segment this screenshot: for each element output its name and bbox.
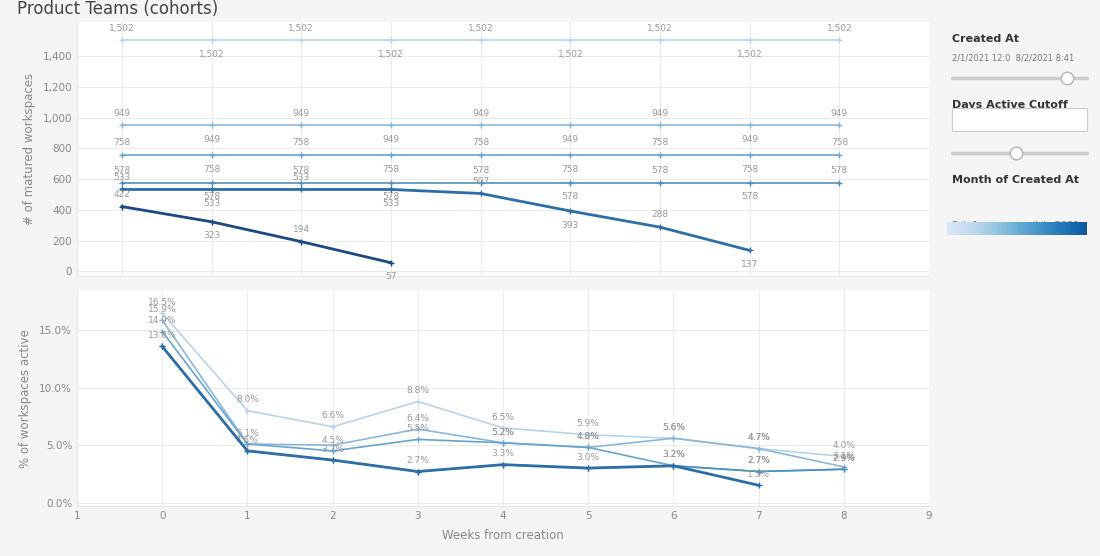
Text: Created At: Created At xyxy=(952,34,1019,44)
Text: 5.5%: 5.5% xyxy=(406,424,429,433)
Text: 4.5%: 4.5% xyxy=(321,435,344,445)
Text: 3.2%: 3.2% xyxy=(662,450,685,459)
Text: Days Active Cutoff: Days Active Cutoff xyxy=(952,100,1067,110)
Text: 2/1/2021 12:0  8/2/2021 8:41: 2/1/2021 12:0 8/2/2021 8:41 xyxy=(952,54,1074,63)
Text: 533: 533 xyxy=(202,199,220,208)
X-axis label: Weeks from creation: Weeks from creation xyxy=(442,529,564,542)
Text: 5.2%: 5.2% xyxy=(492,428,515,436)
Text: 5.6%: 5.6% xyxy=(662,423,685,432)
Text: 2.7%: 2.7% xyxy=(747,456,770,465)
Text: 2.7%: 2.7% xyxy=(747,456,770,465)
Text: 758: 758 xyxy=(741,165,758,173)
Text: 4.7%: 4.7% xyxy=(747,433,770,442)
Text: 578: 578 xyxy=(202,192,220,201)
Text: 578: 578 xyxy=(383,192,399,201)
Text: 1,502: 1,502 xyxy=(288,24,313,33)
Text: 758: 758 xyxy=(830,138,848,147)
Text: Product Teams (cohorts): Product Teams (cohorts) xyxy=(18,0,219,18)
Text: 949: 949 xyxy=(383,135,399,144)
Text: 2.7%: 2.7% xyxy=(406,456,429,465)
Text: 4.7%: 4.7% xyxy=(747,433,770,442)
Text: Month of Created At: Month of Created At xyxy=(952,175,1079,185)
Text: 507: 507 xyxy=(472,177,490,186)
Text: 578: 578 xyxy=(562,192,579,201)
Text: 393: 393 xyxy=(562,221,579,230)
Text: 1,502: 1,502 xyxy=(647,24,673,33)
Text: 758: 758 xyxy=(562,165,579,173)
Text: 758: 758 xyxy=(651,138,669,147)
Text: 2.9%: 2.9% xyxy=(833,454,856,463)
Text: 949: 949 xyxy=(651,109,669,118)
Text: 4.5%: 4.5% xyxy=(236,435,258,445)
Text: 758: 758 xyxy=(113,138,131,147)
Text: 949: 949 xyxy=(204,135,220,144)
FancyBboxPatch shape xyxy=(952,108,1087,131)
Text: 14.9%: 14.9% xyxy=(147,316,176,325)
Text: 949: 949 xyxy=(830,109,848,118)
Y-axis label: % of workspaces active: % of workspaces active xyxy=(19,329,32,468)
Text: 8.8%: 8.8% xyxy=(406,386,429,395)
Text: 323: 323 xyxy=(204,231,220,240)
Text: 6.5%: 6.5% xyxy=(492,413,515,421)
Text: 6.4%: 6.4% xyxy=(406,414,429,423)
Text: 949: 949 xyxy=(741,135,758,144)
Text: 1.5%: 1.5% xyxy=(747,470,770,479)
Text: 3.3%: 3.3% xyxy=(492,449,515,458)
Text: 1,502: 1,502 xyxy=(558,50,583,59)
Text: 1,502: 1,502 xyxy=(109,24,134,33)
Text: 578: 578 xyxy=(651,166,669,175)
Text: 533: 533 xyxy=(383,199,399,208)
Text: 4.8%: 4.8% xyxy=(576,432,600,441)
Text: 578: 578 xyxy=(830,166,848,175)
Text: 288: 288 xyxy=(651,211,669,220)
Text: 3.1%: 3.1% xyxy=(833,451,856,460)
Text: 3.0%: 3.0% xyxy=(576,453,600,461)
Text: Feb 1: Feb 1 xyxy=(952,221,978,231)
Text: 949: 949 xyxy=(562,135,579,144)
Text: 8.0%: 8.0% xyxy=(235,395,258,404)
Text: 5.9%: 5.9% xyxy=(576,419,600,429)
Text: 758: 758 xyxy=(202,165,220,173)
Text: 194: 194 xyxy=(293,225,310,234)
Text: 15.9%: 15.9% xyxy=(147,305,177,314)
Text: 422: 422 xyxy=(113,190,130,199)
Text: 1,502: 1,502 xyxy=(737,50,762,59)
Text: 533: 533 xyxy=(113,173,131,182)
Text: July 2021: July 2021 xyxy=(1034,221,1080,231)
Text: 1,502: 1,502 xyxy=(468,24,494,33)
Text: 758: 758 xyxy=(293,138,310,147)
Text: 1,502: 1,502 xyxy=(826,24,852,33)
Text: 5.2%: 5.2% xyxy=(492,428,515,436)
Text: 57: 57 xyxy=(385,272,397,281)
Text: 3.2%: 3.2% xyxy=(662,450,685,459)
Text: 5.1%: 5.1% xyxy=(235,429,258,438)
Text: 4.8%: 4.8% xyxy=(576,432,600,441)
Text: 758: 758 xyxy=(383,165,399,173)
Text: 13.6%: 13.6% xyxy=(147,331,177,340)
Text: 949: 949 xyxy=(293,109,310,118)
Text: 533: 533 xyxy=(293,173,310,182)
Y-axis label: # of matured workspaces: # of matured workspaces xyxy=(23,73,35,225)
Text: 949: 949 xyxy=(113,109,131,118)
Text: 4.0%: 4.0% xyxy=(833,441,856,450)
Text: 6.6%: 6.6% xyxy=(321,411,344,420)
Text: 949: 949 xyxy=(472,109,490,118)
Text: 5.6%: 5.6% xyxy=(662,423,685,432)
Text: 137: 137 xyxy=(741,260,758,269)
Text: 2.9%: 2.9% xyxy=(833,454,856,463)
Text: 578: 578 xyxy=(113,166,131,175)
Text: 16.5%: 16.5% xyxy=(147,298,177,307)
Text: 578: 578 xyxy=(293,166,310,175)
Text: 578: 578 xyxy=(472,166,490,175)
Text: 1,502: 1,502 xyxy=(199,50,224,59)
Text: 578: 578 xyxy=(741,192,758,201)
Text: 758: 758 xyxy=(472,138,490,147)
Text: 3.7%: 3.7% xyxy=(321,445,344,454)
Text: 3: 3 xyxy=(962,114,969,124)
Text: 1,502: 1,502 xyxy=(378,50,404,59)
